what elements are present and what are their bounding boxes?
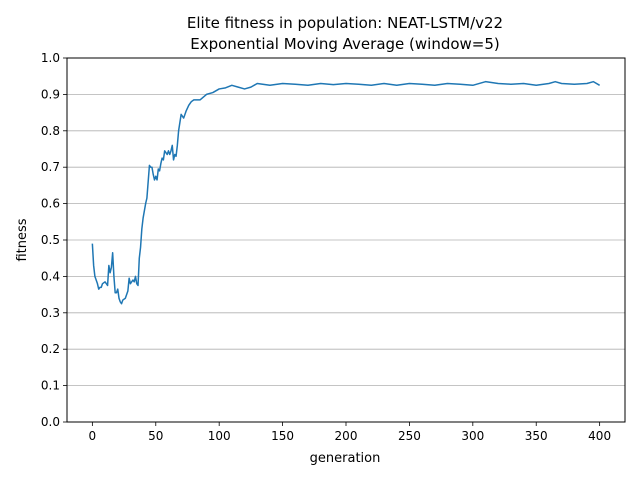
chart-subtitle: Exponential Moving Average (window=5) <box>190 35 500 53</box>
y-tick-label: 0.7 <box>41 160 60 174</box>
y-axis-ticks: 0.0 0.1 0.2 0.3 0.4 0.5 0.6 0.7 0.8 0.9 1.0 <box>41 51 67 429</box>
y-tick-label: 0.8 <box>41 124 60 138</box>
x-tick-label: 350 <box>525 429 548 443</box>
y-tick-label: 1.0 <box>41 51 60 65</box>
x-tick-label: 0 <box>89 429 97 443</box>
y-axis-label: fitness <box>15 218 30 261</box>
y-tick-label: 0.5 <box>41 233 60 247</box>
series-layer <box>91 80 601 305</box>
y-tick-label: 0.6 <box>41 197 60 211</box>
chart-title: Elite fitness in population: NEAT-LSTM/v… <box>187 14 503 32</box>
x-tick-label: 400 <box>588 429 611 443</box>
y-tick-label: 0.3 <box>41 306 60 320</box>
x-tick-label: 150 <box>271 429 294 443</box>
x-tick-label: 50 <box>148 429 163 443</box>
x-tick-label: 300 <box>461 429 484 443</box>
x-tick-label: 250 <box>398 429 421 443</box>
series-line <box>91 80 601 305</box>
x-axis-label: generation <box>310 451 381 466</box>
y-tick-label: 0.2 <box>41 342 60 356</box>
y-tick-label: 0.9 <box>41 87 60 101</box>
y-tick-label: 0.4 <box>41 269 60 283</box>
x-tick-label: 100 <box>208 429 231 443</box>
y-tick-label: 0.0 <box>41 415 60 429</box>
y-tick-label: 0.1 <box>41 379 60 393</box>
x-axis-ticks: 0 50 100 150 200 250 300 350 400 <box>89 422 611 443</box>
x-tick-label: 200 <box>335 429 358 443</box>
